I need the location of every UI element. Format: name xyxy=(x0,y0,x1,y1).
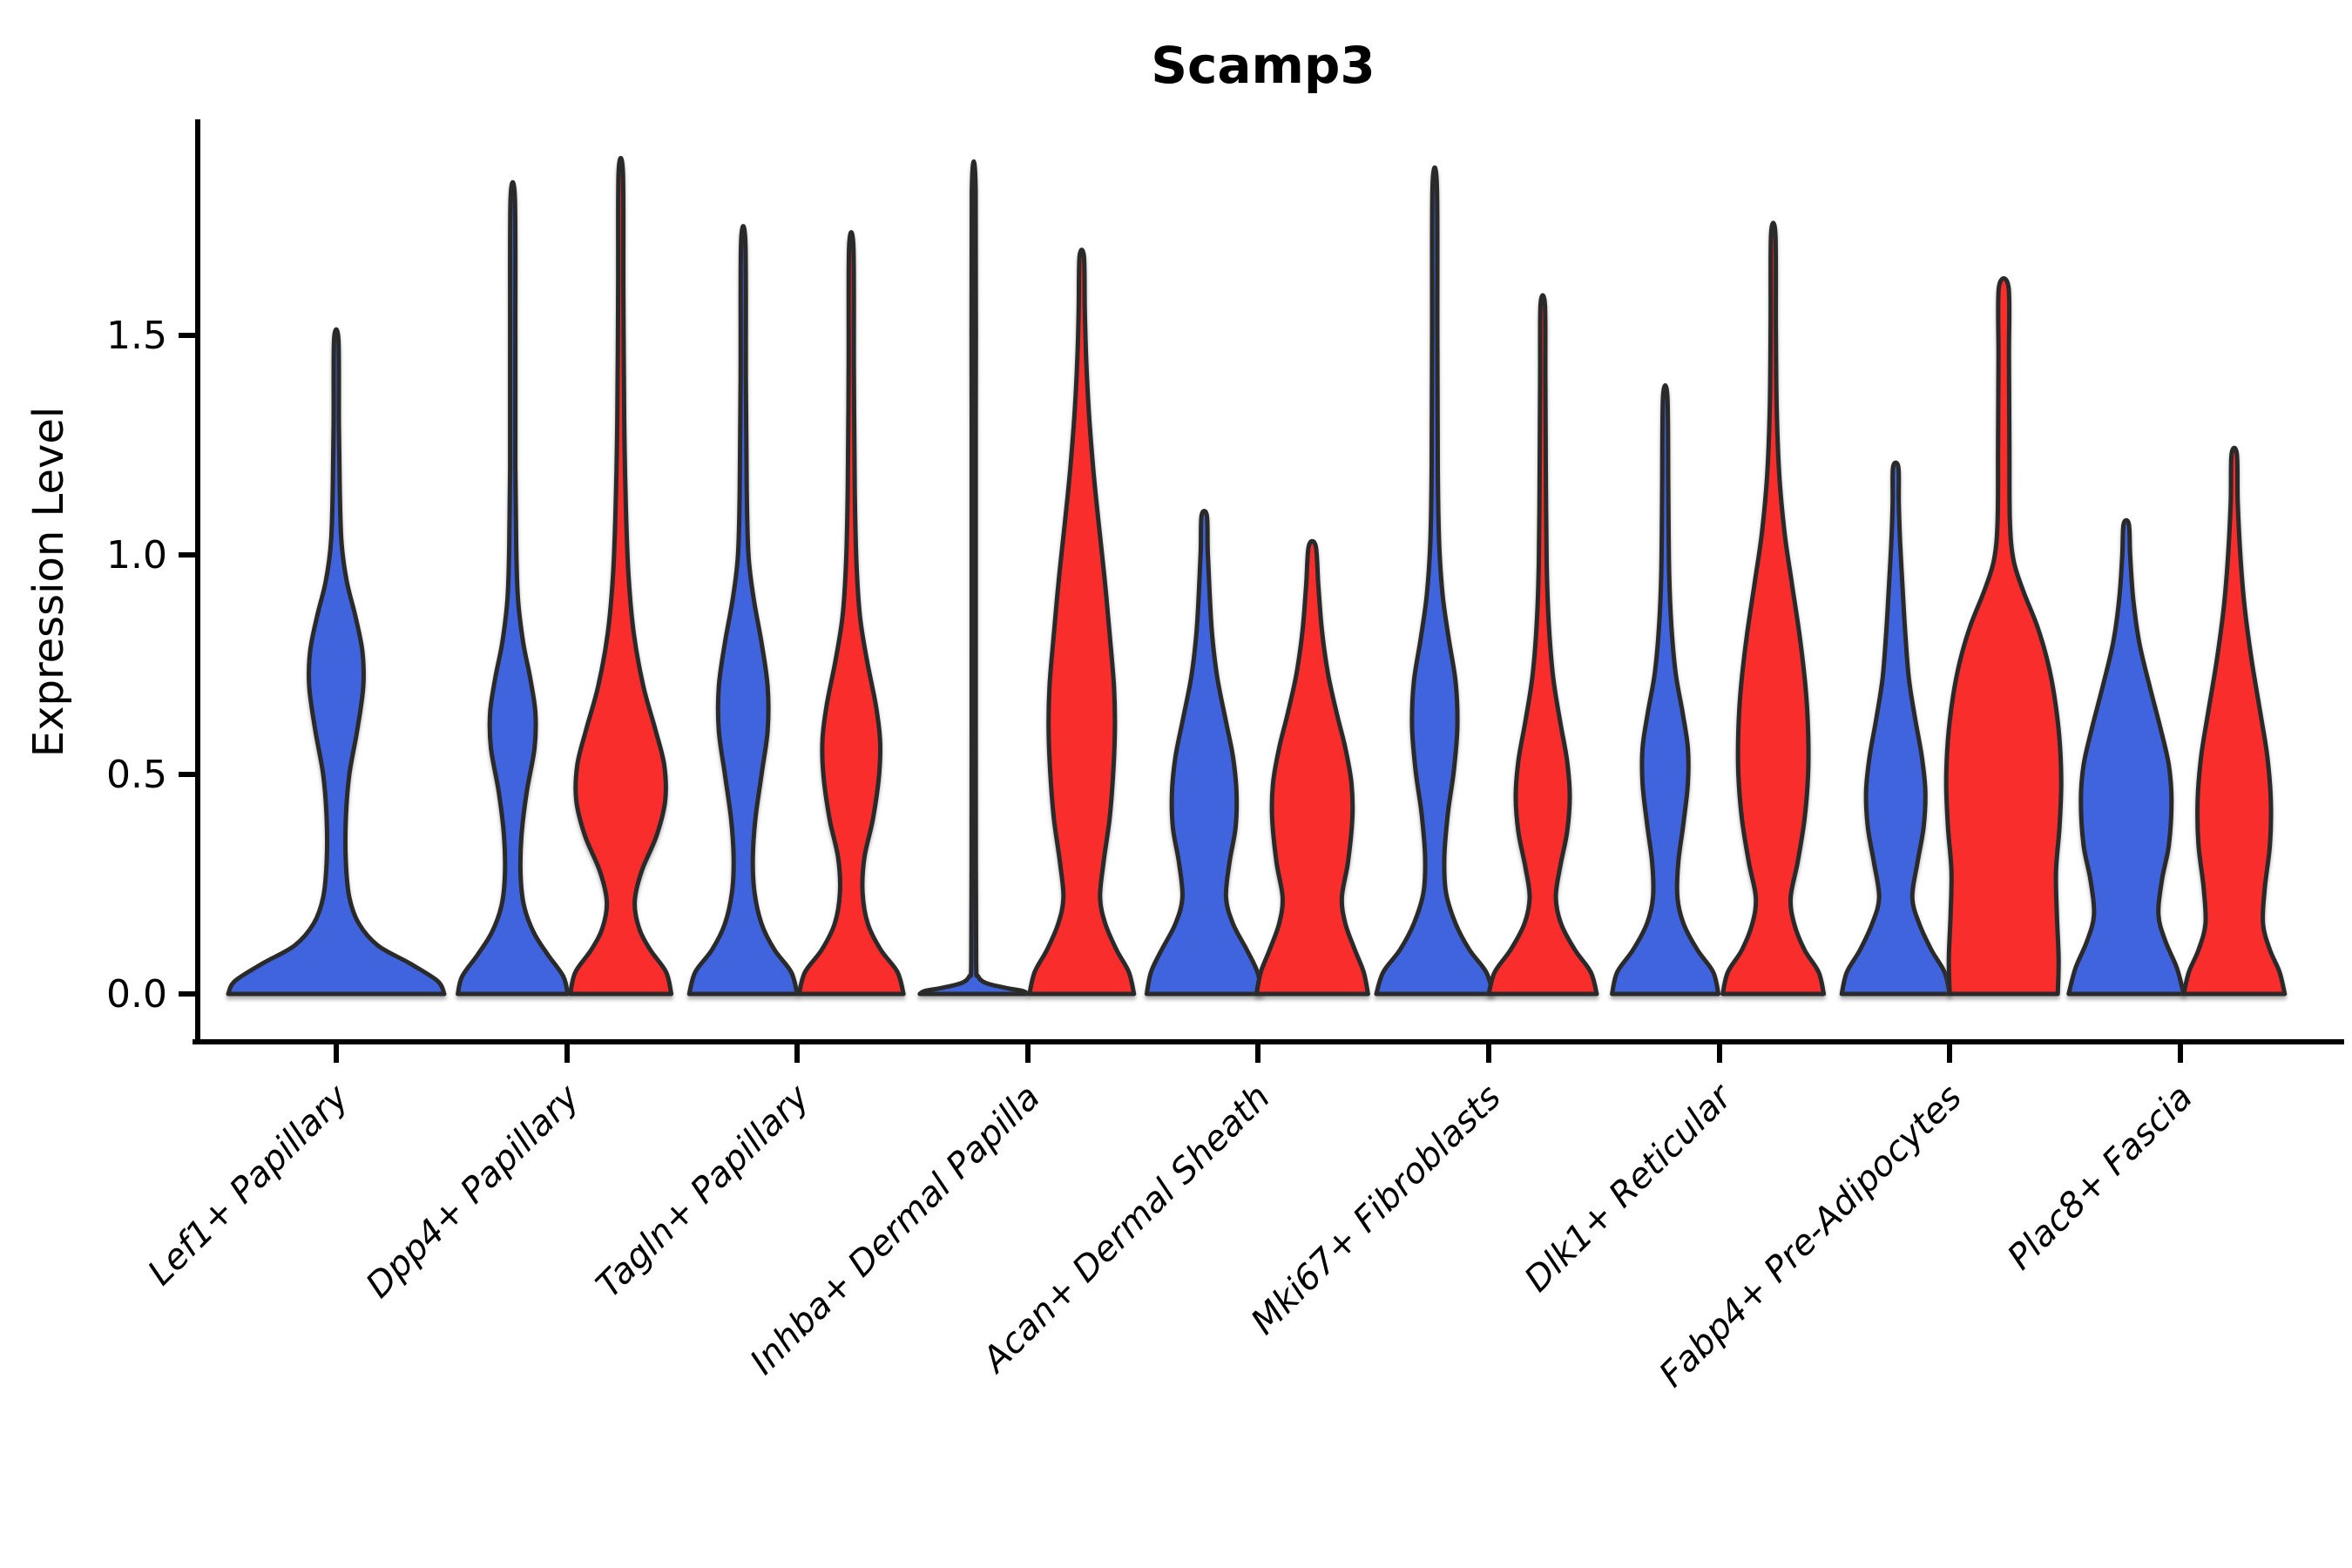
x-label-lef1-papillary: Lef1+ Papillary xyxy=(140,1077,357,1294)
violin-fabp4-pre-adipocytes-blue xyxy=(1839,460,1952,997)
violin-dlk1-reticular-red xyxy=(1720,220,1827,997)
violin-tagln-papillary-blue xyxy=(686,224,800,997)
violin-mki67-fibroblasts-blue xyxy=(1374,165,1496,997)
violin-layer xyxy=(226,155,2288,997)
violin-mki67-fibroblasts-red xyxy=(1486,293,1599,997)
y-axis-ticks: 0.0 0.5 1.0 1.5 xyxy=(106,314,198,1017)
x-label-dlk1-reticular: Dlk1+ Reticular xyxy=(1517,1076,1741,1300)
chart-title: Scamp3 xyxy=(1151,36,1375,95)
y-tick-label-0.5: 0.5 xyxy=(106,753,167,797)
violin-fabp4-pre-adipocytes-red xyxy=(1943,275,2064,997)
violin-dlk1-reticular-blue xyxy=(1610,382,1721,997)
violin-plac8-fascia-red xyxy=(2181,445,2288,997)
violin-dpp4-papillary-blue xyxy=(456,179,571,997)
x-axis-labels: Lef1+ Papillary Dpp4+ Papillary Tagln+ P… xyxy=(140,1076,2200,1396)
violin-acan-dermal-sheath-red xyxy=(1254,538,1370,997)
x-label-tagln-papillary: Tagln+ Papillary xyxy=(589,1077,818,1306)
y-tick-label-1.0: 1.0 xyxy=(106,533,167,578)
x-axis-ticks xyxy=(334,1042,2183,1063)
y-tick-label-0.0: 0.0 xyxy=(106,972,167,1017)
violin-inhba-dermal-papilla-red xyxy=(1027,247,1137,997)
x-label-dpp4-papillary: Dpp4+ Papillary xyxy=(359,1077,588,1306)
violin-lef1-papillary-blue xyxy=(226,327,447,997)
y-tick-label-1.5: 1.5 xyxy=(106,314,167,358)
violin-dpp4-papillary-red xyxy=(568,155,674,997)
x-label-mki67-fibroblasts: Mki67+ Fibroblasts xyxy=(1243,1078,1509,1343)
violin-inhba-dermal-papilla-blue xyxy=(917,159,1031,997)
x-label-plac8-fascia: Plac8+ Fascia xyxy=(2000,1078,2200,1278)
y-axis-label: Expression Level xyxy=(24,407,73,758)
violin-tagln-papillary-red xyxy=(796,230,906,997)
violin-acan-dermal-sheath-blue xyxy=(1144,509,1264,997)
violin-plac8-fascia-blue xyxy=(2066,517,2186,997)
